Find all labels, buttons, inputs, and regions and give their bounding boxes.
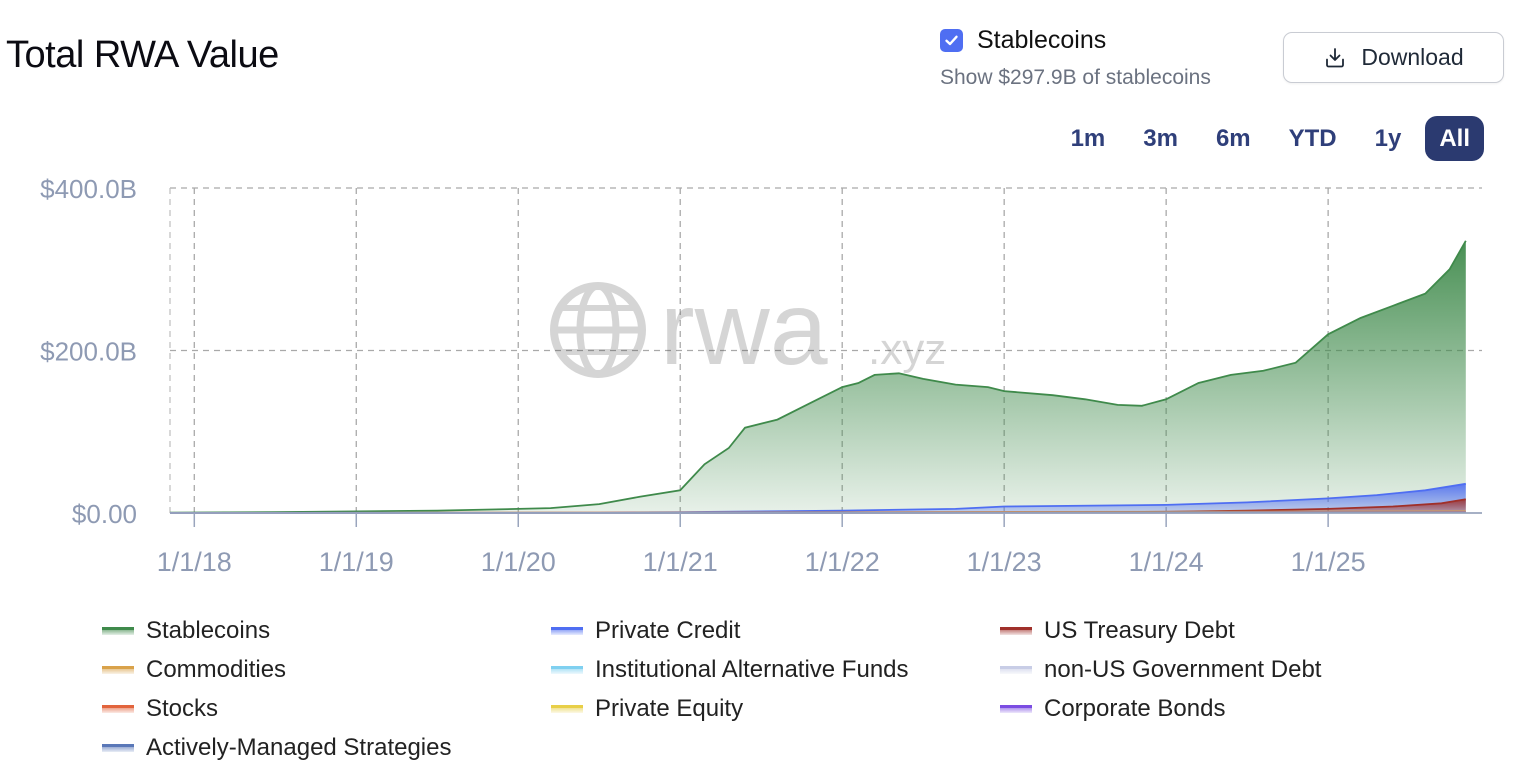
legend-swatch xyxy=(102,666,134,674)
watermark-main: rwa xyxy=(660,271,828,387)
x-tick-label: 1/1/24 xyxy=(1129,547,1204,577)
legend-swatch xyxy=(1000,627,1032,635)
range-button-3m[interactable]: 3m xyxy=(1143,124,1178,152)
legend-item-us-treasury-debt[interactable]: US Treasury Debt xyxy=(1000,617,1402,645)
chart-grid xyxy=(169,187,1482,513)
legend-item-stablecoins[interactable]: Stablecoins xyxy=(102,617,551,645)
legend-label: non-US Government Debt xyxy=(1044,656,1322,683)
stablecoins-subtext: Show $297.9B of stablecoins xyxy=(940,66,1211,89)
x-tick-label: 1/1/23 xyxy=(967,547,1042,577)
range-button-1y[interactable]: 1y xyxy=(1374,124,1402,152)
legend-swatch xyxy=(551,705,583,713)
y-tick-label: $400.0B xyxy=(40,174,137,204)
x-tick-label: 1/1/25 xyxy=(1291,547,1366,577)
y-tick-label: $200.0B xyxy=(40,337,137,367)
globe-icon xyxy=(550,282,646,378)
x-tick-label: 1/1/19 xyxy=(319,547,394,577)
legend-label: Stocks xyxy=(146,695,219,722)
legend-label: Private Credit xyxy=(595,617,741,644)
legend-label: US Treasury Debt xyxy=(1044,617,1235,644)
x-tick-label: 1/1/20 xyxy=(481,547,556,577)
legend-label: Commodities xyxy=(146,656,287,683)
legend-swatch xyxy=(551,666,583,674)
download-label: Download xyxy=(1361,44,1464,70)
line-stablecoins xyxy=(169,240,1467,514)
legend-item-commodities[interactable]: Commodities xyxy=(102,656,551,684)
x-tick-label: 1/1/18 xyxy=(157,547,232,577)
legend-swatch xyxy=(1000,666,1032,674)
legend-item-actively-managed-strategies[interactable]: Actively-Managed Strategies xyxy=(102,734,551,762)
range-button-6m[interactable]: 6m xyxy=(1215,124,1251,152)
check-icon xyxy=(945,35,958,46)
legend-item-stocks[interactable]: Stocks xyxy=(102,695,551,723)
download-button[interactable]: Download xyxy=(1283,32,1504,83)
chart-legend: Stablecoins Private Credit US Treasury Deb… xyxy=(102,617,1402,762)
legend-label: Actively-Managed Strategies xyxy=(146,734,452,761)
area-stablecoins xyxy=(170,240,1466,514)
range-button-ytd[interactable]: YTD xyxy=(1288,124,1337,152)
download-icon xyxy=(1326,47,1345,67)
stablecoins-label: Stablecoins xyxy=(977,26,1107,54)
legend-label: Private Equity xyxy=(595,695,744,722)
legend-swatch xyxy=(551,627,583,635)
legend-item-private-credit[interactable]: Private Credit xyxy=(551,617,1000,645)
time-range-selector: 1m 3m 6m YTD 1y All xyxy=(1047,116,1484,161)
legend-label: Institutional Alternative Funds xyxy=(595,656,909,683)
legend-item-private-equity[interactable]: Private Equity xyxy=(551,695,1000,723)
legend-swatch xyxy=(1000,705,1032,713)
legend-swatch xyxy=(102,705,134,713)
rwa-watermark: rwa .xyz xyxy=(550,271,946,387)
range-button-1m[interactable]: 1m xyxy=(1070,124,1106,152)
legend-item-institutional-alternative-funds[interactable]: Institutional Alternative Funds xyxy=(551,656,1000,684)
legend-swatch xyxy=(102,744,134,752)
legend-label: Stablecoins xyxy=(146,617,271,644)
x-tick-label: 1/1/22 xyxy=(805,547,880,577)
legend-label: Corporate Bonds xyxy=(1044,695,1226,722)
x-tick-label: 1/1/21 xyxy=(643,547,718,577)
page-title: Total RWA Value xyxy=(6,34,279,76)
legend-item-corporate-bonds[interactable]: Corporate Bonds xyxy=(1000,695,1402,723)
stablecoins-toggle[interactable]: Stablecoins xyxy=(940,26,1106,55)
legend-item-non-us-government-debt[interactable]: non-US Government Debt xyxy=(1000,656,1402,684)
legend-swatch xyxy=(102,627,134,635)
range-button-all[interactable]: All xyxy=(1425,116,1484,161)
chart-axes: $0.00 $200.0B $400.0B 1/1/18 1/1/19 1/1/20 1/1… xyxy=(40,174,1482,577)
y-tick-label: $0.00 xyxy=(72,499,137,529)
rwa-area-chart: rwa .xyz $0.00 $200.0B $400.0B 1/1/18 1/1/19… xyxy=(40,174,1482,577)
watermark-suffix: .xyz xyxy=(868,325,946,374)
stablecoins-checkbox[interactable] xyxy=(940,29,963,52)
